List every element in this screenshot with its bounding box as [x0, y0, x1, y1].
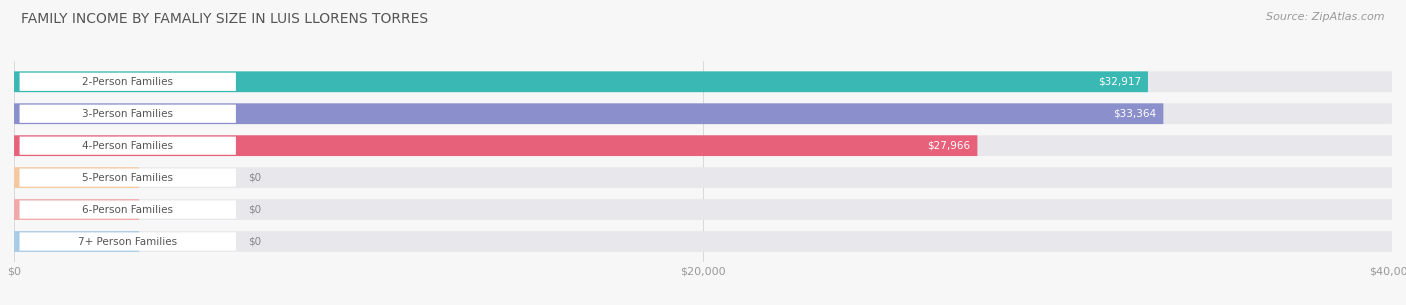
Text: 3-Person Families: 3-Person Families — [82, 109, 173, 119]
FancyBboxPatch shape — [14, 103, 1392, 124]
FancyBboxPatch shape — [14, 231, 139, 252]
FancyBboxPatch shape — [14, 199, 139, 220]
FancyBboxPatch shape — [14, 135, 977, 156]
FancyBboxPatch shape — [14, 103, 1163, 124]
FancyBboxPatch shape — [20, 105, 236, 123]
FancyBboxPatch shape — [20, 200, 236, 219]
FancyBboxPatch shape — [14, 167, 1392, 188]
Text: $0: $0 — [249, 205, 262, 215]
Text: FAMILY INCOME BY FAMALIY SIZE IN LUIS LLORENS TORRES: FAMILY INCOME BY FAMALIY SIZE IN LUIS LL… — [21, 12, 429, 26]
FancyBboxPatch shape — [14, 231, 1392, 252]
Text: Source: ZipAtlas.com: Source: ZipAtlas.com — [1267, 12, 1385, 22]
Text: 6-Person Families: 6-Person Families — [82, 205, 173, 215]
FancyBboxPatch shape — [20, 137, 236, 155]
FancyBboxPatch shape — [20, 73, 236, 91]
Text: $33,364: $33,364 — [1114, 109, 1157, 119]
Text: $0: $0 — [249, 173, 262, 183]
Text: 4-Person Families: 4-Person Families — [82, 141, 173, 151]
FancyBboxPatch shape — [20, 169, 236, 187]
Text: $0: $0 — [249, 237, 262, 246]
Text: 5-Person Families: 5-Person Families — [82, 173, 173, 183]
FancyBboxPatch shape — [14, 71, 1147, 92]
Text: $32,917: $32,917 — [1098, 77, 1142, 87]
Text: 7+ Person Families: 7+ Person Families — [79, 237, 177, 246]
FancyBboxPatch shape — [14, 135, 1392, 156]
Text: 2-Person Families: 2-Person Families — [82, 77, 173, 87]
FancyBboxPatch shape — [14, 167, 139, 188]
FancyBboxPatch shape — [14, 71, 1392, 92]
FancyBboxPatch shape — [20, 232, 236, 251]
FancyBboxPatch shape — [14, 199, 1392, 220]
Text: $27,966: $27,966 — [928, 141, 970, 151]
